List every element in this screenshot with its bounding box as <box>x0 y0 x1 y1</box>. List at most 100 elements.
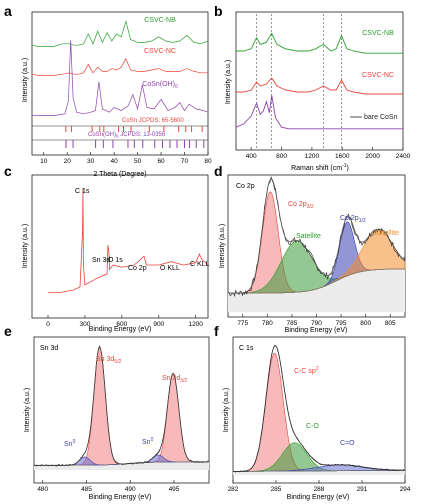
panel-letter-c: c <box>4 163 12 179</box>
panel-d-xlabel: Binding Energy (eV) <box>285 327 348 334</box>
panel-f-xlabel: Binding Energy (eV) <box>287 494 350 501</box>
panel-a-series-0 <box>31 20 209 47</box>
panel-a-ref-label-cosn: CoSn JCPDS: 65-5600 <box>122 118 184 124</box>
panel-d-label-satellite-2: Satellite <box>374 230 399 237</box>
panel-e-curves <box>33 345 210 470</box>
panel-d-tick-label: 775 <box>237 320 248 327</box>
panel-d-label-satellite-1: Satellite <box>296 233 321 240</box>
f-curves-envelope <box>233 345 405 472</box>
panel-d-label-co2p32: Co 2p3/2 <box>288 201 314 210</box>
f-curves-peak-0 <box>233 352 405 472</box>
panel-c: 0 300 600 900 1200 C 1s Sn 3d O 1s Co 2p O K… <box>22 174 210 333</box>
e-curves-peak-1 <box>34 372 209 466</box>
panel-c-ticks: 0 300 600 900 1200 <box>46 315 203 328</box>
panel-letter-d: d <box>214 163 223 179</box>
panel-c-series <box>48 187 209 293</box>
panel-a-tick-label: 70 <box>181 158 189 165</box>
panel-a-tick-label: 20 <box>64 158 72 165</box>
panel-f-tick-label: 285 <box>271 486 282 493</box>
panel-c-ylabel: Intensity (a.u.) <box>22 224 29 268</box>
panel-a-series-2 <box>32 40 209 116</box>
panel-letter-e: e <box>4 323 12 339</box>
panel-e-tick-label: 495 <box>169 486 180 493</box>
panel-f-curves <box>232 344 406 475</box>
panel-a: 10 20 30 40 50 60 70 80 CSVC-NB CSVC-NC CoSn(OH… <box>22 11 212 178</box>
d-curves-background-line <box>228 268 405 294</box>
panel-a-tick-label: 80 <box>204 158 212 165</box>
panel-c-curves <box>48 187 209 293</box>
panel-d-tick-label: 805 <box>385 320 396 327</box>
panel-b-legend-bare-cosn: bare CoSn <box>364 114 398 121</box>
panel-a-series-1 <box>31 58 208 76</box>
panel-b-series-1 <box>236 77 403 95</box>
panel-c-tick-label: 300 <box>79 321 90 328</box>
panel-b-tick-label: 400 <box>246 153 257 160</box>
panel-e-ticks: 480 485 490 495 <box>37 480 180 493</box>
panel-c-tick-label: 600 <box>116 321 127 328</box>
panel-d-title: Co 2p <box>236 183 255 190</box>
panel-letter-a: a <box>4 3 12 19</box>
panel-c-tick-label: 0 <box>46 321 50 328</box>
panel-b-legend-csvc-nc: CSVC-NC <box>362 72 394 79</box>
e-curves-envelope <box>34 345 209 466</box>
panel-b-series-0 <box>236 32 403 54</box>
panel-c-tick-label: 1200 <box>188 321 203 328</box>
panel-b-frame <box>235 11 404 151</box>
panel-e-label-sn0-a: Sn0 <box>64 439 76 448</box>
panel-f-title: C 1s <box>239 345 254 352</box>
panel-a-legend-cosnoh6: CoSn(OH)6 <box>142 81 178 90</box>
panel-e-tick-label: 485 <box>81 486 92 493</box>
panel-d-tick-label: 780 <box>262 320 273 327</box>
panel-e: 480 485 490 495 Sn 3d Sn 3d5/2 Sn 3d3/2 Sn0… <box>24 336 210 501</box>
e-curves-background-area <box>34 461 209 470</box>
panel-a-curves <box>31 20 209 116</box>
panel-letter-f: f <box>214 323 219 339</box>
panel-b: 400 800 1200 1600 2000 2400 CSVC-NB CSVC-NC b… <box>225 11 411 172</box>
panel-c-xlabel: Binding Energy (eV) <box>89 326 152 333</box>
panel-d-tick-label: 800 <box>360 320 371 327</box>
panel-c-label-ckll: C KLL <box>190 261 210 268</box>
panel-e-tick-label: 490 <box>125 486 136 493</box>
panel-a-legend-csvc-nc: CSVC-NC <box>144 48 176 55</box>
panel-f-label-cdo: C=O <box>340 440 355 447</box>
panel-a-tick-label: 10 <box>40 158 48 165</box>
panel-c-label-co2p: Co 2p <box>128 265 147 272</box>
d-curves-background-area <box>228 268 405 312</box>
panel-a-tick-label: 50 <box>134 158 142 165</box>
panel-b-tick-label: 2000 <box>365 153 380 160</box>
panel-a-ticks: 10 20 30 40 50 60 70 80 <box>40 152 212 165</box>
panel-d: 775 780 785 790 795 800 805 Co 2p Co 2p3/2 Co … <box>219 174 406 334</box>
panel-f-tick-label: 288 <box>314 486 325 493</box>
panel-d-tick-label: 795 <box>336 320 347 327</box>
panel-e-label-sn0-b: Sn0 <box>142 437 154 446</box>
d-curves-envelope <box>228 178 406 294</box>
panel-a-ylabel: Intensity (a.u.) <box>22 58 29 102</box>
panel-c-label-o1s: O 1s <box>108 257 123 264</box>
panel-e-label-sn3d52: Sn 3d5/2 <box>96 356 121 365</box>
panel-f-ylabel: Intensity (a.u.) <box>223 388 230 432</box>
panel-e-ylabel: Intensity (a.u.) <box>24 388 31 432</box>
panel-a-tick-label: 60 <box>157 158 165 165</box>
panel-a-frame <box>31 11 209 156</box>
panel-a-xlabel: 2 Theta (Degree) <box>93 171 146 178</box>
panel-c-frame <box>31 174 209 319</box>
panel-e-tick-label: 480 <box>37 486 48 493</box>
panel-a-tick-label: 40 <box>111 158 119 165</box>
panel-d-tick-label: 785 <box>286 320 297 327</box>
panel-e-title: Sn 3d <box>40 345 58 352</box>
panel-f-ticks: 282 285 288 291 294 <box>228 480 411 493</box>
panel-d-label-co2p12: Co 2p1/2 <box>340 215 366 224</box>
panel-f-tick-label: 291 <box>357 486 368 493</box>
panel-f: 282 285 288 291 294 C 1s C-C sp2 C-O C=O Bin… <box>223 336 411 501</box>
panel-c-label-sn3d: Sn 3d <box>92 257 110 264</box>
f-curves-background-line <box>233 469 405 472</box>
panel-b-legend-csvc-nb: CSVC-NB <box>362 30 394 37</box>
panel-b-ticks: 400 800 1200 1600 2000 2400 <box>246 147 411 160</box>
panel-f-label-co: C-O <box>306 423 319 430</box>
panel-e-xlabel: Binding Energy (eV) <box>89 494 152 501</box>
panel-b-curves <box>235 32 403 130</box>
panel-b-tick-label: 2400 <box>396 153 411 160</box>
panel-d-tick-label: 790 <box>311 320 322 327</box>
panel-b-tick-label: 1200 <box>305 153 320 160</box>
panel-e-frame <box>33 336 210 484</box>
